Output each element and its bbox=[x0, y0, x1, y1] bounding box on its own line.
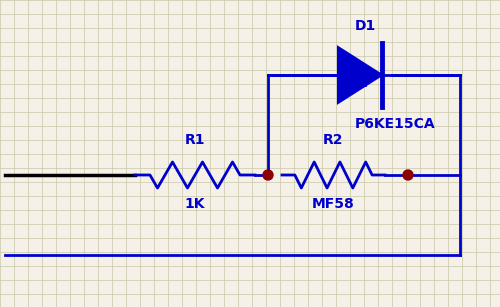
Text: Wire1: Wire1 bbox=[0, 168, 2, 182]
Text: R2: R2 bbox=[323, 133, 344, 147]
Circle shape bbox=[263, 170, 273, 180]
Text: 1K: 1K bbox=[185, 197, 206, 211]
Circle shape bbox=[403, 170, 413, 180]
Text: R1: R1 bbox=[185, 133, 206, 147]
Text: Wire2: Wire2 bbox=[0, 248, 2, 262]
Text: MF58: MF58 bbox=[312, 197, 355, 211]
Text: D1: D1 bbox=[354, 19, 376, 33]
Polygon shape bbox=[338, 47, 382, 103]
Text: P6KE15CA: P6KE15CA bbox=[355, 117, 436, 131]
